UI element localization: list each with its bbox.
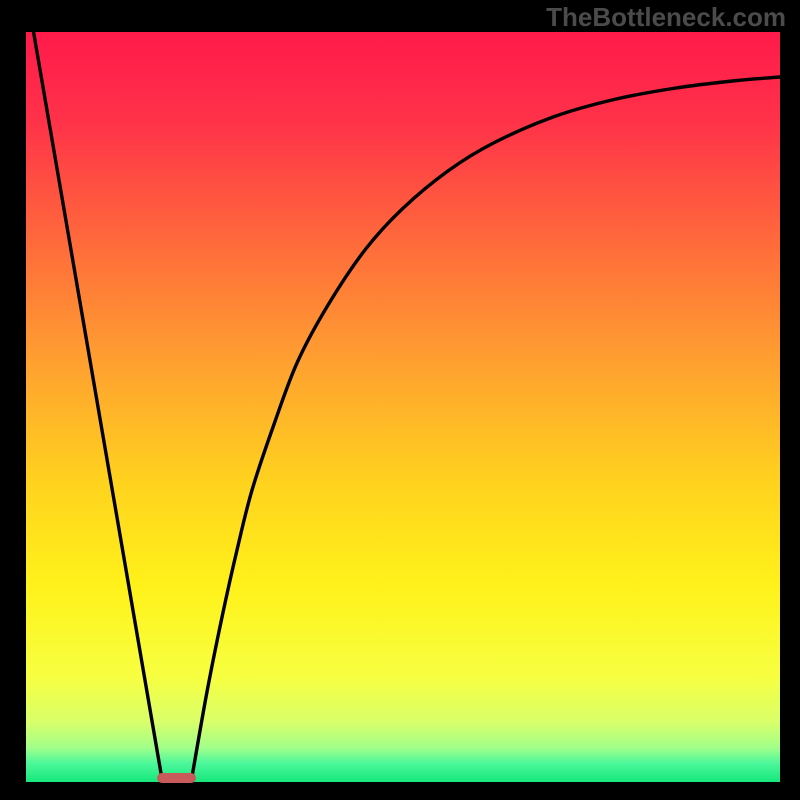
border-right [780,0,800,800]
border-bottom [0,782,800,800]
border-left [0,0,26,800]
valley-marker [157,773,196,784]
right-curve [192,77,780,778]
watermark-text: TheBottleneck.com [546,2,786,33]
plot-area [26,32,780,782]
chart-lines-layer [26,32,780,782]
left-line [34,32,162,778]
figure-root: TheBottleneck.com [0,0,800,800]
